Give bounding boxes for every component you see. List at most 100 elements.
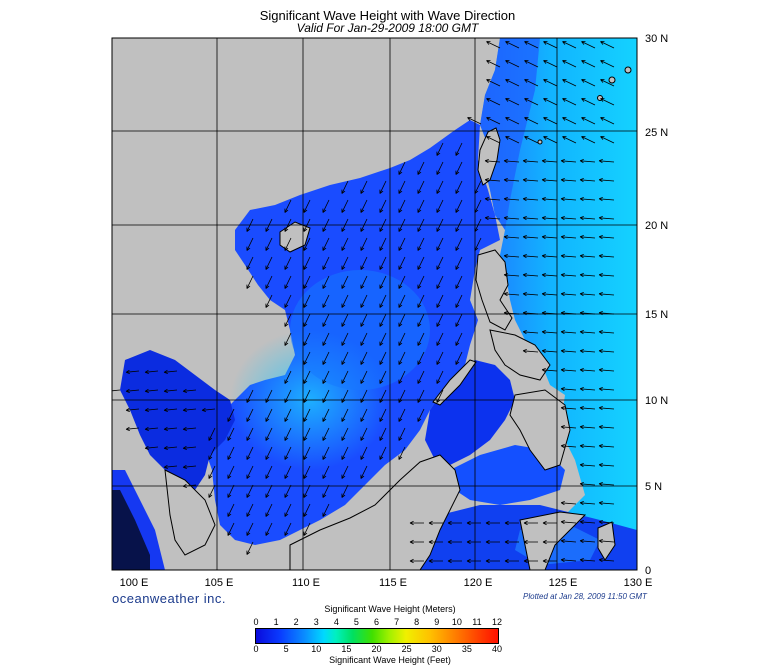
wave-direction-arrow: [208, 427, 216, 441]
wave-direction-arrow: [505, 117, 520, 125]
wave-direction-arrow: [322, 218, 330, 232]
wave-direction-arrow: [125, 407, 140, 413]
wave-direction-arrow: [398, 256, 406, 270]
mindanao: [509, 389, 571, 471]
wave-direction-arrow: [227, 522, 235, 536]
wave-direction-arrow: [598, 253, 615, 259]
wave-direction-arrow: [560, 386, 577, 392]
wave-direction-arrow: [303, 484, 311, 498]
wave-direction-arrow: [303, 332, 311, 346]
wave-direction-arrow: [398, 275, 406, 289]
wave-direction-arrow: [485, 539, 500, 545]
wave-direction-arrow: [541, 177, 558, 183]
wave-direction-arrow: [265, 427, 273, 441]
wave-direction-arrow: [341, 446, 349, 460]
wave-direction-arrow: [303, 256, 311, 270]
wave-direction-arrow: [436, 389, 444, 403]
wave-direction-arrow: [504, 539, 519, 545]
ryukyu-island: [624, 66, 632, 74]
ryukyu-island: [537, 139, 543, 145]
wave-direction-arrow: [522, 253, 539, 259]
wave-direction-arrow: [523, 539, 538, 545]
wave-direction-arrow: [379, 294, 387, 308]
sulawesi: [519, 511, 587, 570]
wave-direction-arrow: [409, 539, 424, 545]
wave-direction-arrow: [560, 329, 577, 335]
lat-label: 15 N: [645, 309, 668, 321]
wave-direction-arrow: [524, 41, 539, 49]
wave-direction-arrow: [360, 313, 368, 327]
legend-tick: 35: [461, 644, 472, 654]
wave-direction-arrow: [417, 180, 425, 194]
wave-direction-arrow: [503, 310, 520, 316]
legend-tick: 2: [293, 617, 299, 627]
wave-direction-arrow: [303, 313, 311, 327]
wave-direction-arrow: [144, 388, 159, 394]
wave-direction-arrow: [284, 313, 292, 327]
wave-direction-arrow: [455, 199, 463, 213]
wave-direction-arrow: [379, 256, 387, 270]
wave-direction-arrow: [398, 161, 406, 175]
legend-tick: 1: [273, 617, 279, 627]
wave-direction-arrow: [505, 98, 520, 106]
wave-direction-arrow: [284, 332, 292, 346]
wave-direction-arrow: [541, 272, 558, 278]
wave-direction-arrow: [579, 367, 596, 373]
wave-direction-arrow: [163, 426, 178, 432]
wave-direction-arrow: [322, 199, 330, 213]
wave-direction-arrow: [455, 218, 463, 232]
wave-direction-arrow: [579, 424, 596, 430]
wave-direction-arrow: [417, 313, 425, 327]
wave-direction-arrow: [246, 484, 254, 498]
wave-direction-arrow: [246, 256, 254, 270]
wave-direction-arrow: [522, 272, 539, 278]
wave-direction-arrow: [524, 79, 539, 87]
wave-direction-arrow: [455, 180, 463, 194]
wave-direction-arrow: [182, 426, 197, 432]
wave-direction-arrow: [201, 407, 216, 413]
wave-direction-arrow: [503, 234, 520, 240]
wave-direction-arrow: [455, 275, 463, 289]
wave-direction-arrow: [284, 275, 292, 289]
wave-direction-arrow: [560, 538, 577, 544]
wave-direction-arrow: [265, 237, 273, 251]
wave-direction-arrow: [436, 161, 444, 175]
wave-direction-arrow: [560, 424, 577, 430]
wave-direction-arrow: [474, 218, 482, 232]
wave-direction-arrow: [600, 117, 615, 125]
legend-colorbar: [255, 628, 499, 644]
wave-direction-arrow: [265, 446, 273, 460]
wave-direction-arrow: [322, 484, 330, 498]
wave-direction-arrow: [284, 199, 292, 213]
wave-direction-arrow: [341, 237, 349, 251]
lon-label: 125 E: [549, 577, 578, 589]
wave-direction-arrow: [600, 79, 615, 87]
wave-direction-arrow: [284, 522, 292, 536]
wave-direction-arrow: [284, 294, 292, 308]
wave-direction-arrow: [436, 332, 444, 346]
wave-direction-arrow: [379, 389, 387, 403]
wave-direction-arrow: [322, 275, 330, 289]
wave-direction-arrow: [341, 256, 349, 270]
wave-direction-arrow: [598, 367, 615, 373]
wave-direction-arrow: [579, 538, 596, 544]
wave-direction-arrow: [579, 196, 596, 202]
wave-direction-arrow: [379, 370, 387, 384]
wave-direction-arrow: [579, 329, 596, 335]
wave-direction-arrow: [503, 196, 520, 202]
wave-direction-arrow: [598, 329, 615, 335]
wave-direction-arrow: [598, 462, 615, 468]
wave-direction-arrow: [360, 351, 368, 365]
wave-direction-arrow: [398, 389, 406, 403]
wave-direction-arrow: [398, 446, 406, 460]
wave-direction-arrow: [303, 199, 311, 213]
wave-direction-arrow: [246, 218, 254, 232]
wave-direction-arrow: [341, 408, 349, 422]
scs-mid-wave-zone: [290, 270, 430, 390]
wave-direction-arrow: [542, 558, 557, 564]
wave-direction-arrow: [417, 199, 425, 213]
wave-direction-arrow: [360, 275, 368, 289]
legend-tick: 10: [451, 617, 462, 627]
wave-direction-arrow: [360, 237, 368, 251]
wave-direction-arrow: [598, 519, 615, 525]
